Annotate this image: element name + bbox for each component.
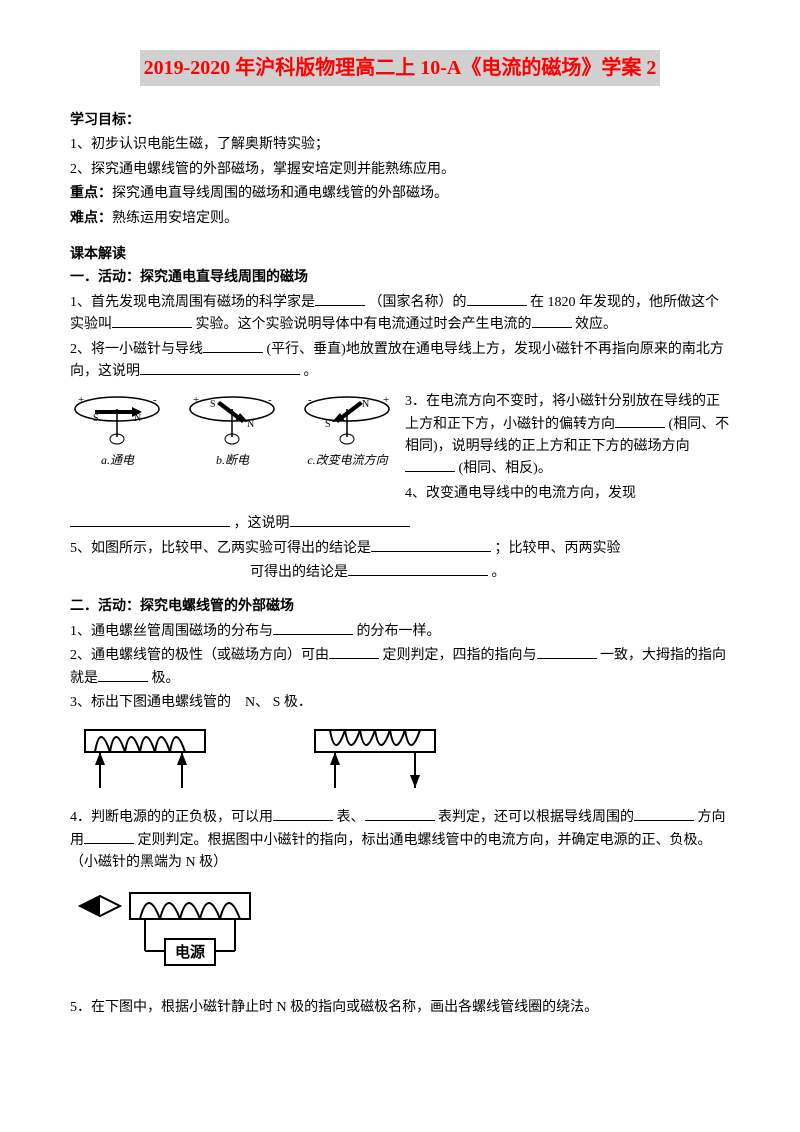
blank [537, 645, 597, 659]
keypoint-label: 重点： [70, 186, 112, 201]
blank [532, 314, 572, 328]
blank [70, 513, 230, 527]
difficult-text: 熟练运用安培定则。 [112, 211, 238, 226]
p4-text-a: 4．判断电源的的正负极，可以用 [70, 810, 273, 825]
figure-a-icon: + - S N [70, 389, 165, 449]
activity1-head: 一．活动：探究通电直导线周围的磁场 [70, 267, 730, 289]
p2-text-b: 定则判定，四指的指向与 [383, 648, 537, 663]
blank [348, 562, 488, 576]
q4-text-b: ，这说明 [234, 516, 290, 531]
blank [140, 361, 300, 375]
objective-1: 1、初步认识电能生磁，了解奥斯特实验； [70, 134, 730, 156]
q2-text-a: 2、将一小磁针与导线 [70, 342, 203, 357]
figure-b-caption: b.断电 [185, 451, 280, 470]
svg-text:S: S [93, 413, 99, 424]
figure-b-icon: + - S N [185, 389, 280, 449]
svg-text:+: + [78, 394, 84, 406]
p2-text-a: 2、通电螺线管的极性（或磁场方向）可由 [70, 648, 329, 663]
blank [84, 830, 134, 844]
q5-text-b: ；比较甲、丙两实验 [495, 541, 621, 556]
figure-row-oersted: + - S N a.通电 + - S N [70, 389, 395, 470]
p3-text: 3、标出下图通电螺线管的 N、 S 极． [70, 692, 730, 714]
svg-text:-: - [308, 394, 312, 406]
q2-text-c: 。 [304, 364, 318, 379]
q4-text-a: 4、改变通电导线中的电流方向，发现 [405, 486, 636, 501]
p4-text-e: 定则判定。根据图中小磁针的指向，标出通电螺线管中的电流方向，并确定电源的正、负极… [70, 833, 712, 870]
blank [329, 645, 379, 659]
svg-text:N: N [362, 399, 369, 410]
p4-text-b: 表、 [337, 810, 365, 825]
blank [634, 807, 694, 821]
blank [273, 621, 353, 635]
blank [273, 807, 333, 821]
power-label: 电源 [175, 943, 205, 961]
q1-text-a: 1、首先发现电流周围有磁场的科学家是 [70, 295, 315, 310]
reading-head: 课本解读 [70, 244, 730, 266]
p5-text: 5．在下图中，根据小磁针静止时 N 极的指向或磁极名称，画出各螺线管线圈的绕法。 [70, 997, 730, 1019]
p4-text-c: 表判定，还可以根据导线周围的 [438, 810, 634, 825]
difficult-label: 难点： [70, 211, 112, 226]
blank [405, 458, 455, 472]
figure-c-caption: c.改变电流方向 [300, 451, 395, 470]
p2-text-d: 极。 [152, 671, 180, 686]
blank [371, 538, 491, 552]
q1-text-d: 实验。这个实验说明导体中有电流通过时会产生电流的 [196, 317, 532, 332]
figure-c-icon: - + S N [300, 389, 395, 449]
q1-text-e: 效应。 [575, 317, 617, 332]
solenoid-figure-1 [70, 720, 220, 795]
blank [290, 513, 410, 527]
blank [98, 668, 148, 682]
figure-a-caption: a.通电 [70, 451, 165, 470]
svg-text:-: - [153, 394, 157, 406]
blank [615, 414, 665, 428]
keypoint-text: 探究通电直导线周围的磁场和通电螺线管的外部磁场。 [112, 186, 448, 201]
solenoid-figure-2 [300, 720, 450, 795]
blank [112, 314, 192, 328]
svg-text:N: N [134, 413, 141, 424]
page-title: 2019-2020 年沪科版物理高二上 10-A《电流的磁场》学案 2 [140, 50, 661, 86]
q5-text-c: 可得出的结论是 [250, 565, 348, 580]
svg-text:S: S [325, 419, 331, 430]
blank [203, 339, 263, 353]
objectives-head: 学习目标： [70, 110, 730, 132]
q5-text-d: 。 [492, 565, 506, 580]
blank [315, 292, 365, 306]
p1-text-b: 的分布一样。 [357, 624, 441, 639]
svg-text:+: + [193, 394, 199, 406]
objective-2: 2、探究通电螺线管的外部磁场，掌握安培定则并能熟练应用。 [70, 159, 730, 181]
q3-text-c: (相同、相反)。 [459, 461, 552, 476]
svg-text:-: - [268, 394, 272, 406]
q1-text-b: （国家名称）的 [369, 295, 467, 310]
blank [365, 807, 435, 821]
svg-text:+: + [383, 394, 389, 406]
p1-text-a: 1、通电螺丝管周围磁场的分布与 [70, 624, 273, 639]
q5-text-a: 5、如图所示，比较甲、乙两实验可得出的结论是 [70, 541, 371, 556]
activity2-head: 二．活动：探究电螺线管的外部磁场 [70, 596, 730, 618]
blank [467, 292, 527, 306]
power-solenoid-figure: 电源 [70, 881, 270, 991]
svg-text:N: N [247, 419, 254, 430]
svg-text:S: S [210, 399, 216, 410]
